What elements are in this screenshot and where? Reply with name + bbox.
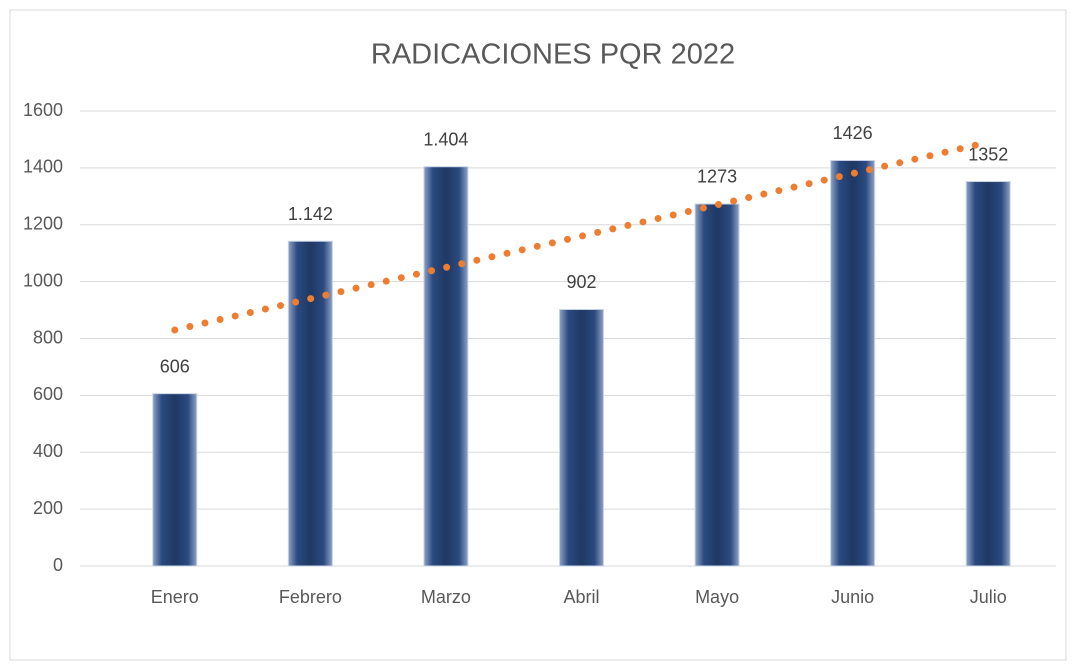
y-tick-label: 800: [33, 327, 63, 347]
bar: [965, 181, 1011, 567]
y-tick-label: 1000: [23, 270, 63, 290]
bar: [423, 166, 469, 567]
value-label: 1273: [697, 167, 737, 187]
x-tick-label: Enero: [151, 587, 199, 607]
y-tick-label: 200: [33, 498, 63, 518]
bar: [694, 203, 740, 567]
y-tick-label: 400: [33, 441, 63, 461]
trendline: [171, 138, 992, 334]
value-label: 1352: [968, 144, 1008, 164]
value-label: 1.404: [423, 129, 468, 149]
chart-title: RADICACIONES PQR 2022: [371, 39, 735, 71]
x-tick-label: Junio: [831, 587, 874, 607]
value-label: 1.142: [288, 204, 333, 224]
value-label: 902: [566, 272, 596, 292]
x-tick-label: Abril: [563, 587, 599, 607]
y-tick-label: 0: [53, 555, 63, 575]
value-label: 606: [160, 356, 190, 376]
x-tick-label: Febrero: [279, 587, 342, 607]
y-tick-label: 600: [33, 384, 63, 404]
y-tick-label: 1400: [23, 157, 63, 177]
y-tick-label: 1200: [23, 214, 63, 234]
bar: [287, 240, 333, 567]
bar: [830, 159, 876, 567]
bar: [152, 393, 198, 567]
value-label: 1426: [833, 123, 873, 143]
x-tick-label: Julio: [970, 587, 1007, 607]
x-tick-label: Marzo: [421, 587, 471, 607]
bar: [559, 308, 604, 567]
x-tick-label: Mayo: [695, 587, 739, 607]
y-tick-label: 1600: [23, 100, 63, 120]
